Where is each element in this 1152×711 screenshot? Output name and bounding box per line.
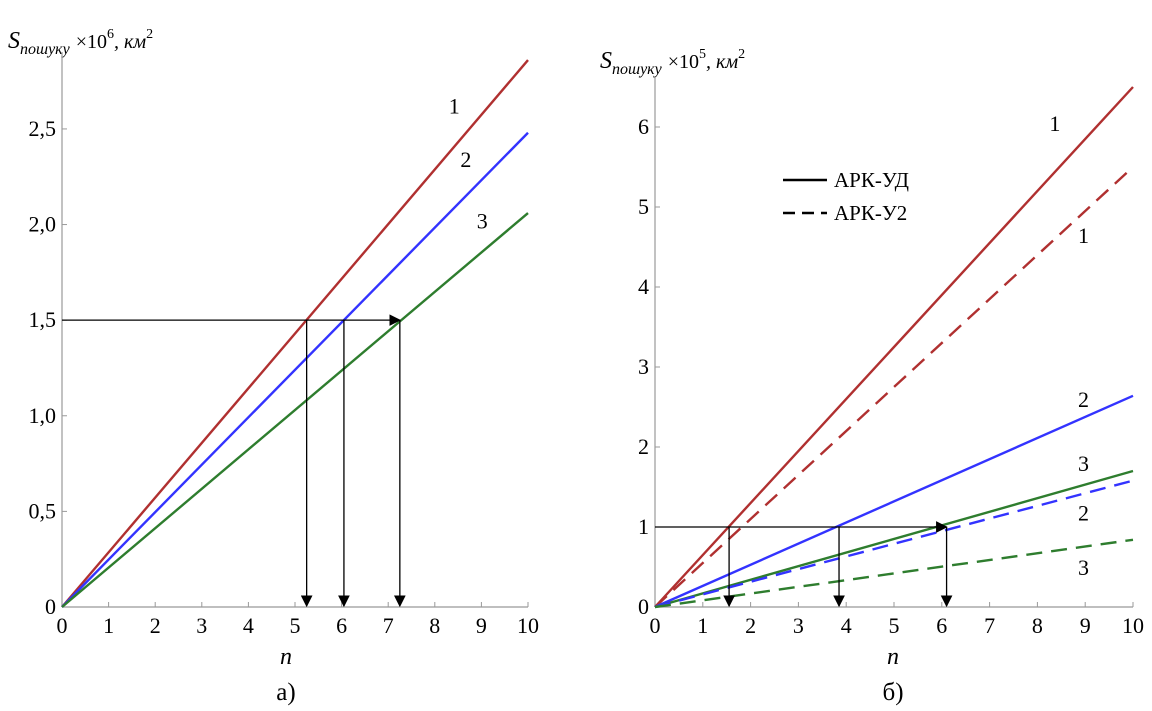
series-line-b-4 (654, 479, 1134, 609)
y-tick-label-a: 0 (45, 594, 56, 619)
y-axis-label-b: Sпошуку ×105, км2 (600, 47, 745, 78)
y-tick-label-a: 2,5 (29, 116, 57, 141)
x-tick-label-a: 7 (383, 613, 394, 638)
series-line-b-1 (654, 166, 1134, 608)
x-tick-label-a: 2 (150, 613, 161, 638)
series-line-b-5 (654, 538, 1134, 609)
series-label-b-0: 1 (1049, 111, 1060, 136)
series-line-a-2 (61, 212, 529, 608)
y-tick-label-b: 3 (638, 354, 649, 379)
legend-label-1: АРК-У2 (834, 201, 907, 225)
x-tick-label-b: 9 (1080, 613, 1091, 638)
plot-area-a: 0 1 2 3 4 5 6 7 8 9 10 0 0,5 1,0 1,5 2,0 2,5 1 2 3 (29, 52, 539, 638)
y-tick-label-b: 5 (638, 194, 649, 219)
series-line-a-1 (61, 131, 529, 608)
caption-b: б) (882, 679, 903, 706)
series-line-b-0 (654, 86, 1134, 608)
x-tick-label-a: 4 (243, 613, 254, 638)
panel-a: Sпошуку ×106, км2 0 1 2 3 4 5 6 7 8 9 10 0 0,5 1,0 1,5 2… (8, 27, 539, 706)
series-label-b-5: 3 (1078, 555, 1089, 580)
series-label-a-2: 3 (477, 208, 488, 233)
x-tick-label-a: 0 (57, 613, 68, 638)
series-line-b-2 (654, 394, 1134, 609)
x-tick-label-b: 3 (793, 613, 804, 638)
series-label-b-1: 1 (1078, 223, 1089, 248)
caption-a: а) (276, 679, 295, 706)
y-tick-label-b: 4 (638, 274, 649, 299)
x-tick-label-b: 2 (745, 613, 756, 638)
x-tick-label-b: 8 (1032, 613, 1043, 638)
x-tick-label-b: 0 (650, 613, 661, 638)
y-tick-label-b: 2 (638, 434, 649, 459)
series-line-b-3 (654, 469, 1134, 609)
x-tick-label-b: 1 (697, 613, 708, 638)
y-tick-label-a: 1,0 (29, 403, 57, 428)
series-label-a-1: 2 (460, 147, 471, 172)
series-label-b-3: 3 (1078, 451, 1089, 476)
plot-area-b: 0 1 2 3 4 5 6 7 8 9 10 0 1 2 3 4 5 6 1 1 2 3 2 3 (638, 77, 1144, 638)
x-tick-label-b: 10 (1122, 613, 1144, 638)
y-tick-label-a: 0,5 (29, 498, 57, 523)
y-tick-label-b: 1 (638, 514, 649, 539)
x-tick-label-a: 9 (476, 613, 487, 638)
x-tick-label-a: 1 (103, 613, 114, 638)
x-tick-label-b: 4 (841, 613, 852, 638)
x-tick-label-b: 6 (936, 613, 947, 638)
legend-label-0: АРК-УД (834, 168, 909, 192)
x-tick-label-a: 3 (196, 613, 207, 638)
y-tick-label-b: 0 (638, 594, 649, 619)
y-tick-label-a: 1,5 (29, 307, 57, 332)
x-axis-label-a: n (280, 644, 292, 670)
x-tick-label-a: 10 (517, 613, 539, 638)
y-axis-label-a: Sпошуку ×106, км2 (8, 27, 153, 58)
legend-b: АРК-УД АРК-У2 (783, 168, 909, 225)
series-label-a-0: 1 (449, 94, 460, 119)
x-axis-label-b: n (887, 644, 899, 670)
series-line-a-0 (61, 59, 529, 608)
y-tick-label-b: 6 (638, 114, 649, 139)
series-label-b-2: 2 (1078, 387, 1089, 412)
x-tick-label-a: 6 (336, 613, 347, 638)
x-tick-label-a: 5 (290, 613, 301, 638)
x-tick-label-a: 8 (429, 613, 440, 638)
x-tick-label-b: 7 (984, 613, 995, 638)
series-label-b-4: 2 (1078, 501, 1089, 526)
y-tick-label-a: 2,0 (29, 212, 57, 237)
x-tick-label-b: 5 (889, 613, 900, 638)
panel-b: Sпошуку ×105, км2 0 1 2 3 4 5 6 7 8 9 10 0 1 2 3 4 5 6 1 1 2 3… (600, 47, 1144, 706)
